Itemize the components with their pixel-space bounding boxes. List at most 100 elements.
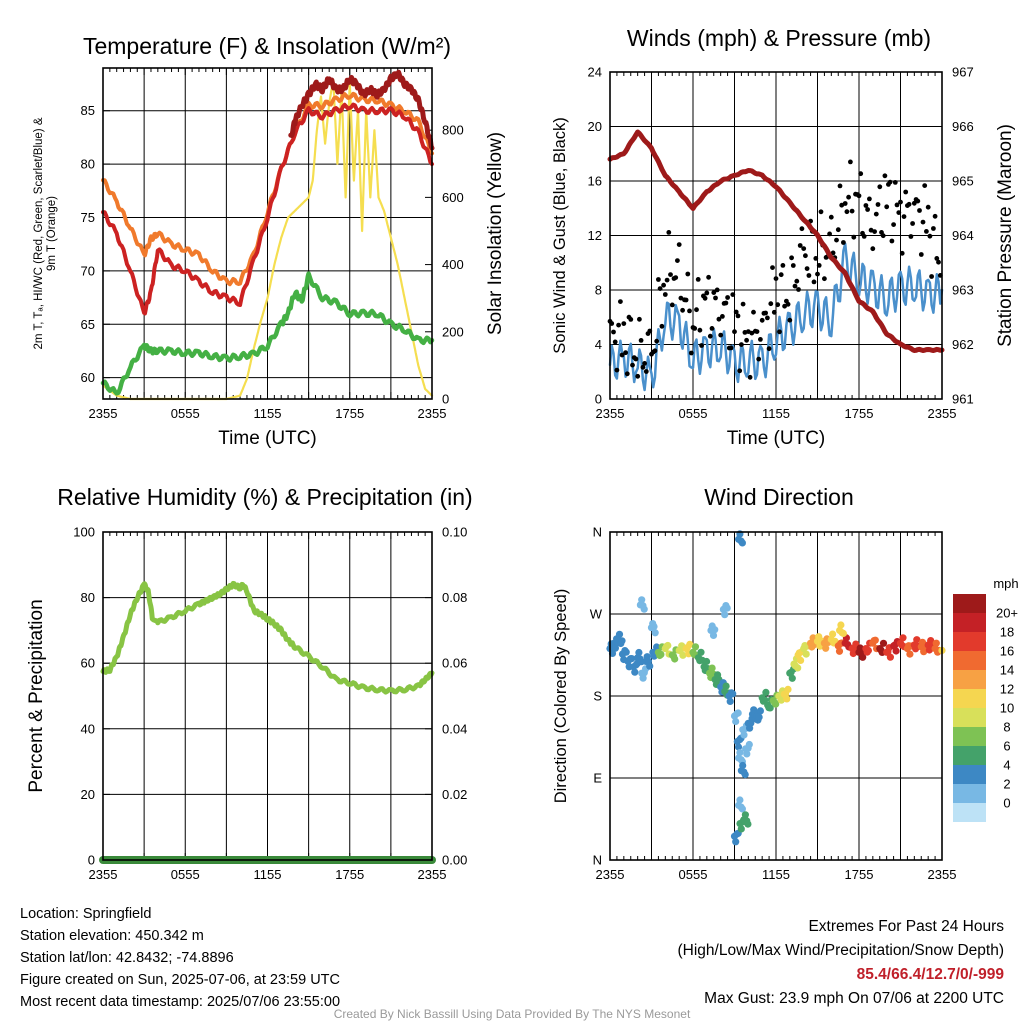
gust-point (699, 343, 704, 348)
gust-point (662, 292, 668, 297)
x-tick-label: 1755 (335, 867, 364, 882)
gust-point (787, 317, 793, 323)
gust-point (709, 326, 715, 331)
direction-point (671, 655, 679, 663)
gust-point (694, 307, 699, 313)
gust-point (863, 203, 869, 208)
colorbar-label: 20+ (996, 606, 1018, 621)
series-2mt-line (101, 102, 434, 316)
gust-point (797, 243, 803, 248)
credit-text: Created By Nick Bassill Using Data Provi… (333, 1007, 691, 1021)
gust-point (778, 272, 784, 278)
gust-point (846, 194, 851, 200)
y-tick-label: N (593, 525, 602, 540)
gust-point (754, 329, 760, 334)
series-hiwc-line (288, 69, 435, 151)
y-tick-label: 60 (81, 370, 95, 385)
direction-point (871, 636, 879, 644)
y2-tick-label: 0.06 (442, 656, 467, 671)
colorbar-label: 18 (1000, 625, 1014, 640)
gust-point (870, 246, 876, 252)
gust-point (773, 276, 779, 281)
direction-point (615, 630, 624, 638)
gust-point (688, 350, 694, 356)
gust-point (922, 183, 928, 189)
gust-point (619, 352, 625, 358)
gust-point (766, 346, 772, 352)
y-tick-label: 40 (81, 721, 95, 736)
plot-border (609, 71, 943, 400)
gust-point (714, 287, 720, 293)
gust-point (882, 173, 888, 179)
gust-point (792, 283, 798, 289)
gust-point (675, 258, 680, 263)
gust-point (763, 310, 768, 316)
gust-point (875, 202, 881, 207)
y-tick-label: 24 (588, 65, 602, 80)
gust-point (848, 159, 853, 165)
gust-point (796, 287, 801, 292)
y-tick-label: 80 (81, 590, 95, 605)
y-tick-label: 16 (588, 174, 602, 189)
direction-point (802, 650, 810, 658)
direction-point (734, 743, 743, 751)
created-text: Figure created on Sun, 2025-07-06, at 23… (20, 972, 340, 988)
y2-tick-label: 964 (952, 228, 974, 243)
gust-point (635, 373, 641, 379)
gust-point (775, 302, 781, 308)
direction-point (686, 640, 694, 649)
gust-point (865, 207, 870, 212)
y2-tick-label: 400 (442, 257, 464, 272)
gust-point (803, 253, 808, 259)
gust-point (934, 256, 940, 261)
direction-point (611, 644, 620, 652)
gust-point (758, 337, 763, 342)
direction-point (925, 646, 934, 654)
gust-point (908, 234, 914, 239)
direction-point (737, 825, 745, 833)
y-tick-label: 75 (81, 210, 95, 225)
colorbar-swatch (953, 708, 986, 727)
gust-point (749, 330, 755, 336)
direction-point (738, 805, 747, 813)
gust-point (666, 230, 672, 235)
gust-point (642, 361, 647, 366)
gust-point (680, 307, 685, 313)
direction-point (691, 643, 700, 651)
direction-point (886, 653, 895, 661)
direction-point (639, 674, 647, 682)
direction-point (622, 648, 630, 656)
direction-point (899, 634, 907, 642)
gust-point (668, 272, 673, 277)
colorbar-label: 10 (1000, 701, 1014, 716)
direction-point (859, 653, 867, 661)
gust-point (730, 292, 736, 297)
gust-point (884, 204, 890, 210)
gust-point (676, 242, 682, 248)
gust-point (880, 233, 886, 239)
gust-point (887, 179, 893, 185)
direction-point (679, 651, 687, 659)
direction-points (606, 530, 946, 846)
gust-point (822, 276, 827, 282)
direction-point (635, 648, 643, 657)
series-t-line (100, 271, 435, 396)
y-tick-label: 80 (81, 157, 95, 172)
x-tick-label: 2355 (418, 867, 447, 882)
sonic-wind-line (608, 242, 944, 392)
gust-point (858, 171, 864, 177)
gust-point (669, 302, 675, 308)
gust-point (806, 273, 812, 278)
colorbar-label: 8 (1003, 720, 1010, 735)
direction-point (736, 749, 744, 757)
gust-point (643, 369, 649, 374)
colorbar-swatch (953, 670, 986, 689)
location-text: Location: Springfield (20, 906, 152, 922)
gust-point (929, 274, 934, 279)
y-tick-label: 20 (588, 119, 602, 134)
direction-point (741, 771, 749, 779)
y2-tick-label: 200 (442, 324, 464, 339)
gust-point (910, 221, 915, 226)
gust-point (616, 322, 621, 328)
gust-point (794, 278, 800, 284)
